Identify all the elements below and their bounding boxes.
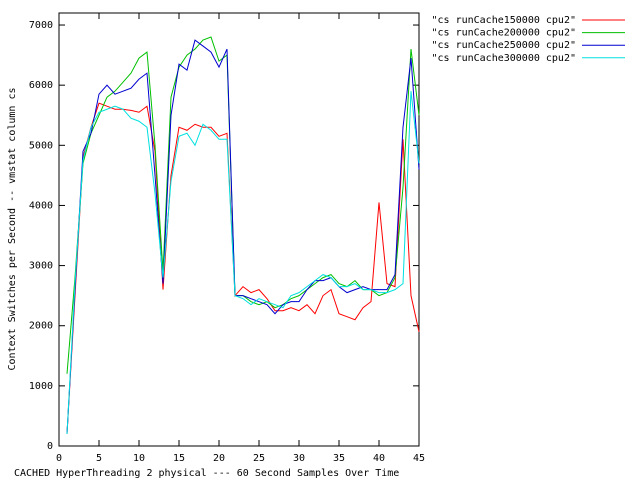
- plot-frame: [58, 12, 420, 447]
- y-tick-label: 3000: [29, 261, 53, 272]
- x-tick-label: 10: [133, 453, 145, 464]
- x-tick-label: 40: [373, 453, 385, 464]
- x-tick-label: 5: [96, 453, 102, 464]
- x-tick-label: 45: [413, 453, 425, 464]
- y-tick-label: 7000: [29, 20, 53, 31]
- y-tick-label: 5000: [29, 140, 53, 151]
- series-line: [66, 102, 420, 435]
- y-tick-label: 1000: [29, 381, 53, 392]
- x-tick-label: 25: [253, 453, 265, 464]
- x-tick-label: 30: [293, 453, 305, 464]
- x-tick-label: 20: [213, 453, 225, 464]
- x-tick-label: 35: [333, 453, 345, 464]
- legend-label: "cs runCache300000 cpu2": [432, 53, 577, 64]
- y-axis-label: Context Switches per Second -- vmstat co…: [7, 88, 18, 371]
- y-tick-label: 2000: [29, 321, 53, 332]
- legend-label: "cs runCache200000 cpu2": [432, 28, 577, 39]
- y-tick-label: 6000: [29, 80, 53, 91]
- x-tick-label: 15: [173, 453, 185, 464]
- legend-label: "cs runCache250000 cpu2": [432, 40, 577, 51]
- y-tick-label: 4000: [29, 200, 53, 211]
- x-tick-label: 0: [56, 453, 62, 464]
- series-line: [66, 91, 420, 434]
- x-axis-label: CACHED HyperThreading 2 physical --- 60 …: [14, 468, 399, 479]
- y-tick-label: 0: [47, 441, 53, 452]
- legend-label: "cs runCache150000 cpu2": [432, 15, 577, 26]
